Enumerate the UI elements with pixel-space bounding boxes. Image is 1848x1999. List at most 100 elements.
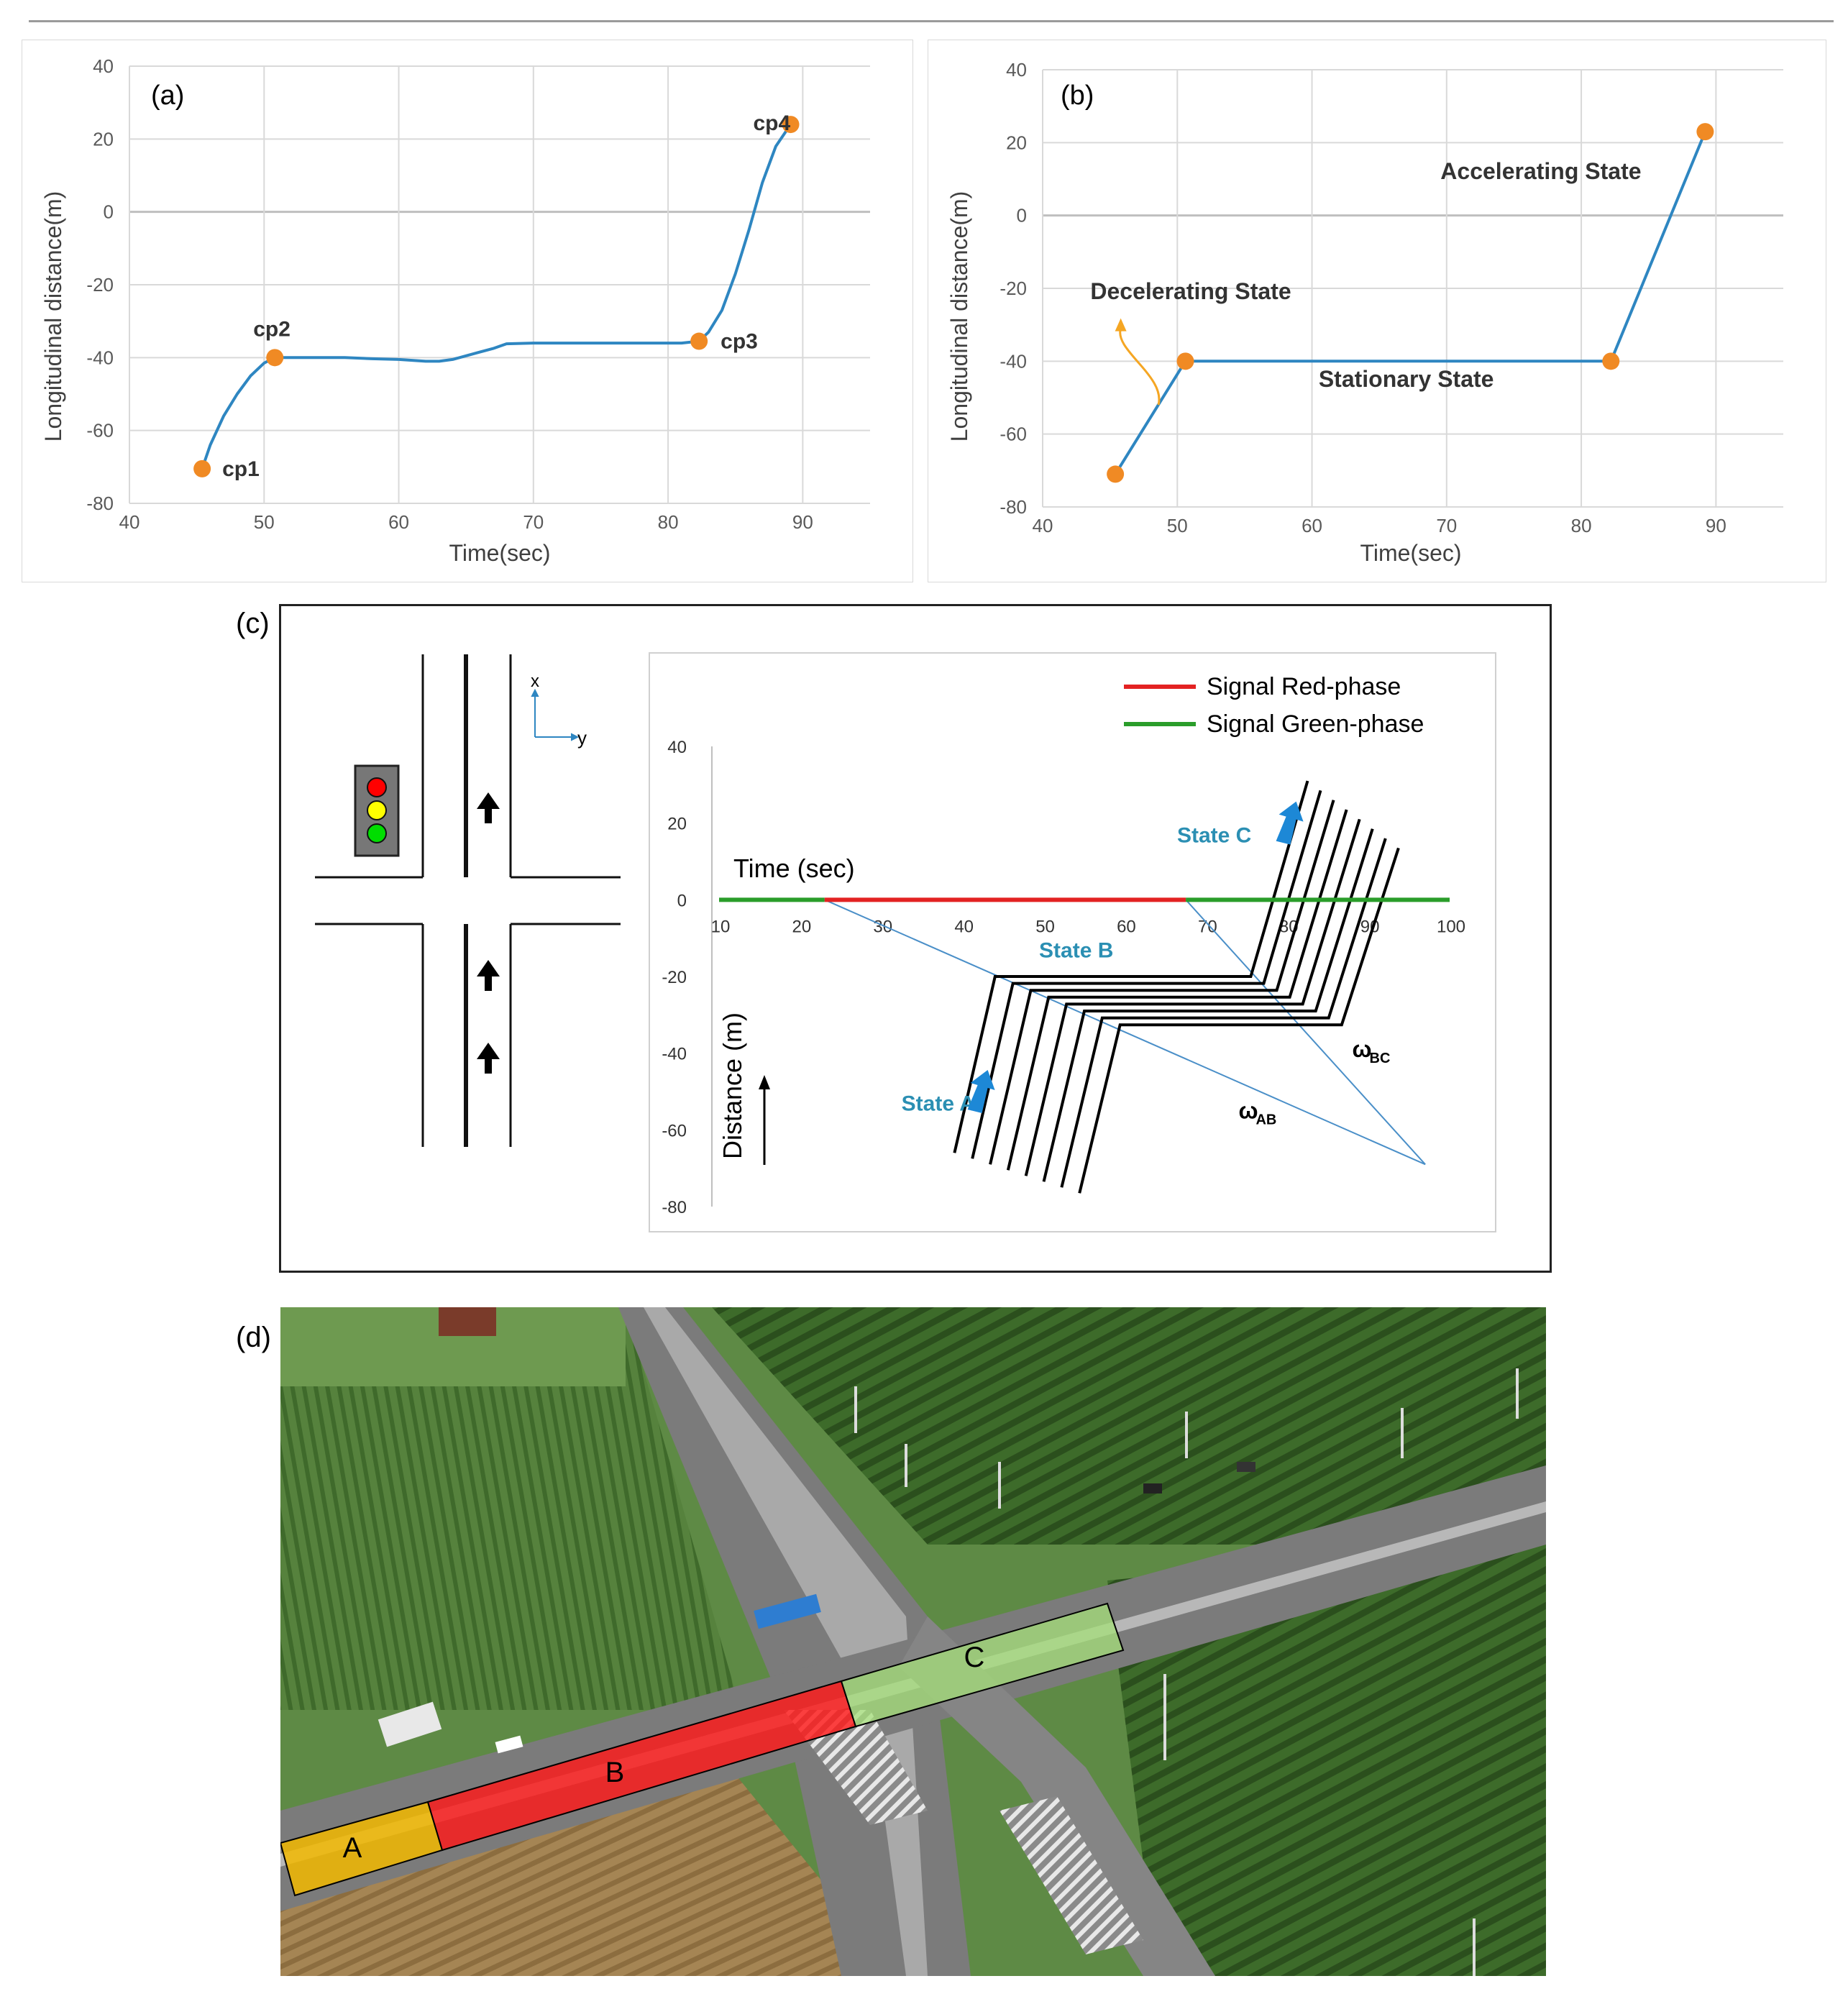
y-axis-label-b: Longitudinal distance(m) — [946, 191, 972, 442]
x-tick-label: 40 — [119, 511, 140, 533]
point-label: cp1 — [222, 457, 260, 481]
y-tick-label: 20 — [93, 128, 114, 150]
vehicle-trajectory — [1078, 847, 1400, 1194]
vehicle-trajectory — [989, 800, 1335, 1165]
data-point — [1696, 123, 1714, 141]
panel-label-a: (a) — [151, 81, 184, 111]
x-tick-label: 30 — [873, 917, 892, 936]
zone-b-label: B — [605, 1757, 625, 1788]
x-axis-label-a: Time(sec) — [449, 540, 550, 566]
x-tick-label: 80 — [1571, 515, 1592, 536]
state-label: State A — [902, 1092, 975, 1116]
x-axis-label-b: Time(sec) — [1360, 540, 1461, 566]
vehicle-trajectory — [971, 790, 1322, 1159]
x-tick-label: 90 — [1706, 515, 1726, 536]
shock-wave-line — [1185, 899, 1426, 1166]
x-axis-label-c: Time (sec) — [733, 854, 855, 883]
panel-label-d: (d) — [236, 1322, 271, 1353]
x-tick-label: 70 — [523, 511, 544, 533]
y-tick-label: 40 — [1006, 59, 1027, 81]
y-tick-label: -80 — [86, 493, 114, 514]
data-point — [690, 332, 708, 350]
chart-b: 40 20 0 -20 -40 -60 -80 40 50 60 70 80 90 Decelerati… — [928, 40, 1826, 582]
state-annotation: Stationary State — [1319, 366, 1494, 392]
x-tick-label: 70 — [1198, 917, 1217, 936]
state-annotation: Accelerating State — [1440, 158, 1641, 184]
x-tick-label: 60 — [1117, 917, 1136, 936]
x-tick-label: 60 — [388, 511, 409, 533]
x-tick-label: 50 — [254, 511, 275, 533]
arrow-head-icon — [1115, 318, 1127, 331]
shock-wave-line — [824, 899, 1426, 1166]
wave-label-sub: BC — [1370, 1051, 1391, 1066]
aerial-photo: A B C — [280, 1307, 1546, 1976]
legend-entry: Signal Green-phase — [1207, 710, 1424, 738]
zone-a-label: A — [343, 1832, 362, 1864]
x-tick-label: 100 — [1437, 917, 1465, 936]
up-arrow-icon — [477, 792, 500, 1074]
data-point — [1176, 352, 1194, 370]
x-tick-label: 70 — [1436, 515, 1457, 536]
x-tick-label: 60 — [1302, 515, 1322, 536]
arrow-icon — [1119, 328, 1161, 406]
y-tick-label: -60 — [1000, 424, 1027, 445]
y-tick-label: -40 — [1000, 350, 1027, 372]
axis-x-letter: x — [531, 672, 539, 691]
data-point — [782, 116, 800, 134]
series-line — [1114, 131, 1707, 475]
state-label: State B — [1039, 938, 1113, 962]
vehicle-trajectory — [1060, 838, 1387, 1188]
distance-arrow-icon — [759, 1075, 770, 1165]
data-point — [266, 349, 284, 367]
data-point — [1602, 352, 1620, 370]
axes-icon — [531, 688, 580, 741]
x-tick-label: 90 — [792, 511, 813, 533]
y-tick-label: -40 — [662, 1045, 687, 1064]
data-point — [1107, 465, 1125, 483]
wave-label-sub: AB — [1255, 1112, 1276, 1127]
x-tick-label: 50 — [1167, 515, 1188, 536]
top-rule — [29, 20, 1834, 22]
y-tick-label: 20 — [1006, 132, 1027, 153]
panel-label-b: (b) — [1061, 81, 1094, 111]
intersection-schematic — [315, 654, 621, 1147]
y-tick-label: 40 — [93, 55, 114, 77]
state-annotation: Decelerating State — [1090, 278, 1291, 304]
traffic-light-icon — [354, 764, 400, 857]
point-label: cp4 — [754, 111, 791, 135]
x-tick-label: 10 — [711, 917, 731, 936]
axis-y-letter: y — [577, 727, 587, 749]
vehicle-trajectory — [953, 780, 1309, 1153]
y-tick-label: 0 — [1017, 205, 1027, 227]
y-axis-label-a: Longitudinal distance(m) — [40, 191, 66, 442]
data-point — [193, 459, 211, 477]
y-tick-label: 0 — [104, 201, 114, 223]
x-tick-label: 20 — [792, 917, 812, 936]
vehicle-trajectory — [1024, 818, 1361, 1176]
y-tick-label: 40 — [667, 738, 687, 757]
y-tick-label: -20 — [1000, 278, 1027, 299]
zone-c — [840, 1602, 1125, 1728]
y-tick-label: -40 — [86, 347, 114, 368]
state-arrow-icon — [1276, 801, 1304, 845]
x-tick-label: 40 — [954, 917, 974, 936]
legend-entry: Signal Red-phase — [1207, 673, 1401, 700]
y-tick-label: -60 — [86, 420, 114, 442]
x-tick-label: 50 — [1035, 917, 1055, 936]
state-label: State C — [1177, 823, 1251, 847]
wave-label: ω — [1238, 1097, 1258, 1123]
x-tick-label: 80 — [658, 511, 679, 533]
state-arrow-icon — [967, 1070, 995, 1113]
y-tick-label: -20 — [662, 968, 687, 987]
y-tick-label: -80 — [662, 1198, 687, 1217]
y-tick-label: -80 — [1000, 496, 1027, 518]
panel-label-c: (c) — [236, 608, 270, 639]
y-tick-label: -20 — [86, 274, 114, 296]
x-tick-label: 40 — [1033, 515, 1053, 536]
vehicle-trajectory — [1006, 809, 1348, 1171]
y-axis-label-c: Distance (m) — [718, 1012, 747, 1159]
wave-label: ω — [1353, 1036, 1372, 1062]
y-tick-label: 0 — [677, 891, 687, 910]
